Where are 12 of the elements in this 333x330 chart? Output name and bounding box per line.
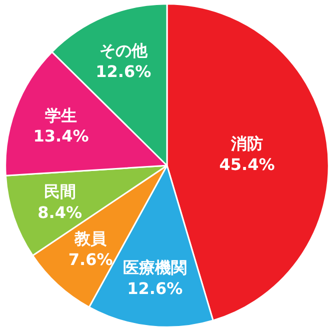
data-label: 8.4%	[38, 202, 82, 222]
slice-label: 消防	[230, 134, 263, 153]
slice-label: 教員	[74, 229, 108, 248]
slice-label: 学生	[45, 106, 78, 125]
slice-label: 医療機関	[122, 258, 187, 278]
data-label: 12.6%	[127, 279, 183, 298]
data-label: 7.6%	[68, 250, 113, 269]
data-label: 45.4%	[219, 154, 275, 174]
slice-label: 民間	[44, 182, 76, 201]
data-label: 13.4%	[33, 126, 89, 146]
data-label: 12.6%	[96, 62, 152, 81]
slice-label: その他	[99, 41, 148, 60]
